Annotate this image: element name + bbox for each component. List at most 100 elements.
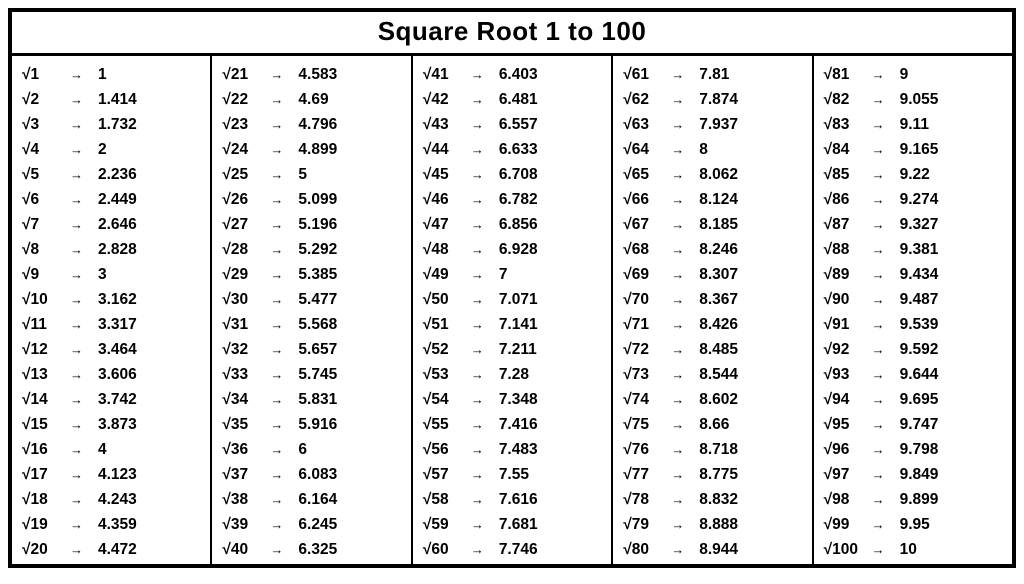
sqrt-value: 6.083: [298, 467, 402, 483]
sqrt-value: 8.602: [699, 392, 803, 408]
sqrt-value: 4.359: [98, 517, 202, 533]
table-row: √53→7.28: [423, 362, 603, 387]
sqrt-value: 8.888: [699, 517, 803, 533]
sqrt-value: 2.646: [98, 217, 202, 233]
arrow-icon: →: [471, 368, 499, 381]
sqrt-value: 8.485: [699, 342, 803, 358]
table-row: √100→10: [824, 537, 1004, 562]
sqrt-value: 5.099: [298, 192, 402, 208]
arrow-icon: →: [671, 343, 699, 356]
table-row: √78→8.832: [623, 487, 803, 512]
sqrt-value: 4.796: [298, 117, 402, 133]
table-row: √35→5.916: [222, 412, 402, 437]
table-row: √27→5.196: [222, 212, 402, 237]
sqrt-label: √15: [22, 417, 70, 433]
arrow-icon: →: [70, 118, 98, 131]
table-row: √48→6.928: [423, 237, 603, 262]
arrow-icon: →: [872, 468, 900, 481]
sqrt-label: √1: [22, 67, 70, 83]
sqrt-label: √46: [423, 192, 471, 208]
sqrt-label: √5: [22, 167, 70, 183]
sqrt-label: √31: [222, 317, 270, 333]
arrow-icon: →: [70, 393, 98, 406]
sqrt-label: √81: [824, 67, 872, 83]
sqrt-value: 4.899: [298, 142, 402, 158]
sqrt-value: 3.464: [98, 342, 202, 358]
sqrt-label: √68: [623, 242, 671, 258]
sqrt-value: 2.828: [98, 242, 202, 258]
arrow-icon: →: [671, 543, 699, 556]
table-row: √97→9.849: [824, 462, 1004, 487]
sqrt-label: √49: [423, 267, 471, 283]
sqrt-value: 5.916: [298, 417, 402, 433]
sqrt-value: 4.583: [298, 67, 402, 83]
table-column: √1→1√2→1.414√3→1.732√4→2√5→2.236√6→2.449…: [12, 56, 212, 564]
table-row: √41→6.403: [423, 62, 603, 87]
sqrt-value: 7.416: [499, 417, 603, 433]
sqrt-value: 8: [699, 142, 803, 158]
arrow-icon: →: [671, 243, 699, 256]
arrow-icon: →: [471, 468, 499, 481]
sqrt-value: 6.708: [499, 167, 603, 183]
sqrt-label: √21: [222, 67, 270, 83]
sqrt-label: √63: [623, 117, 671, 133]
arrow-icon: →: [872, 318, 900, 331]
sqrt-label: √44: [423, 142, 471, 158]
sqrt-label: √58: [423, 492, 471, 508]
arrow-icon: →: [270, 143, 298, 156]
sqrt-value: 6.245: [298, 517, 402, 533]
sqrt-label: √52: [423, 342, 471, 358]
sqrt-value: 8.246: [699, 242, 803, 258]
arrow-icon: →: [872, 368, 900, 381]
sqrt-value: 9.434: [900, 267, 1004, 283]
sqrt-label: √6: [22, 192, 70, 208]
table-row: √89→9.434: [824, 262, 1004, 287]
sqrt-label: √85: [824, 167, 872, 183]
table-row: √62→7.874: [623, 87, 803, 112]
arrow-icon: →: [471, 443, 499, 456]
table-row: √43→6.557: [423, 112, 603, 137]
sqrt-label: √55: [423, 417, 471, 433]
table-row: √15→3.873: [22, 412, 202, 437]
arrow-icon: →: [471, 143, 499, 156]
arrow-icon: →: [270, 468, 298, 481]
sqrt-label: √14: [22, 392, 70, 408]
sqrt-value: 6.164: [298, 492, 402, 508]
sqrt-value: 8.367: [699, 292, 803, 308]
sqrt-value: 6.856: [499, 217, 603, 233]
table-row: √80→8.944: [623, 537, 803, 562]
arrow-icon: →: [270, 293, 298, 306]
table-row: √17→4.123: [22, 462, 202, 487]
sqrt-value: 9.95: [900, 517, 1004, 533]
sqrt-value: 1.732: [98, 117, 202, 133]
table-row: √68→8.246: [623, 237, 803, 262]
arrow-icon: →: [872, 518, 900, 531]
arrow-icon: →: [270, 343, 298, 356]
table-row: √93→9.644: [824, 362, 1004, 387]
table-row: √37→6.083: [222, 462, 402, 487]
table-row: √70→8.367: [623, 287, 803, 312]
sqrt-label: √27: [222, 217, 270, 233]
arrow-icon: →: [70, 493, 98, 506]
sqrt-label: √40: [222, 542, 270, 558]
sqrt-label: √12: [22, 342, 70, 358]
table-row: √85→9.22: [824, 162, 1004, 187]
table-row: √36→6: [222, 437, 402, 462]
sqrt-label: √57: [423, 467, 471, 483]
sqrt-value: 7.141: [499, 317, 603, 333]
table-row: √1→1: [22, 62, 202, 87]
arrow-icon: →: [872, 193, 900, 206]
table-row: √54→7.348: [423, 387, 603, 412]
table-row: √60→7.746: [423, 537, 603, 562]
table-row: √40→6.325: [222, 537, 402, 562]
table-row: √46→6.782: [423, 187, 603, 212]
table-row: √18→4.243: [22, 487, 202, 512]
sqrt-value: 2.236: [98, 167, 202, 183]
sqrt-label: √96: [824, 442, 872, 458]
arrow-icon: →: [671, 318, 699, 331]
sqrt-label: √91: [824, 317, 872, 333]
table-column: √41→6.403√42→6.481√43→6.557√44→6.633√45→…: [413, 56, 613, 564]
arrow-icon: →: [872, 68, 900, 81]
sqrt-value: 9.644: [900, 367, 1004, 383]
sqrt-label: √36: [222, 442, 270, 458]
